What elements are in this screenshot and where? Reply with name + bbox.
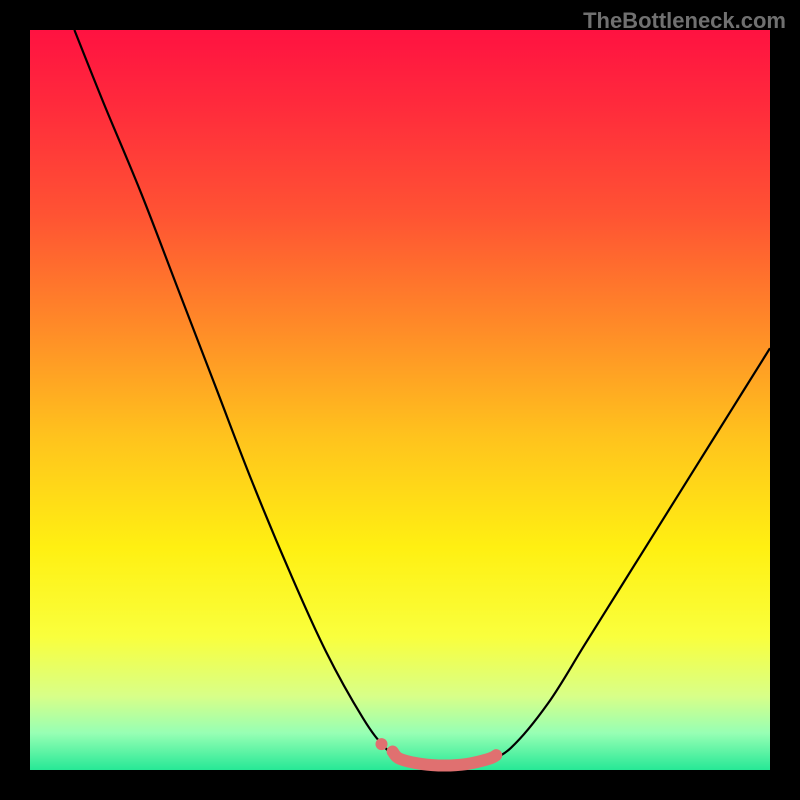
bottleneck-chart [0, 0, 800, 800]
chart-container: TheBottleneck.com [0, 0, 800, 800]
optimal-point-dot [376, 738, 388, 750]
plot-area [30, 30, 770, 770]
watermark-label: TheBottleneck.com [583, 8, 786, 34]
